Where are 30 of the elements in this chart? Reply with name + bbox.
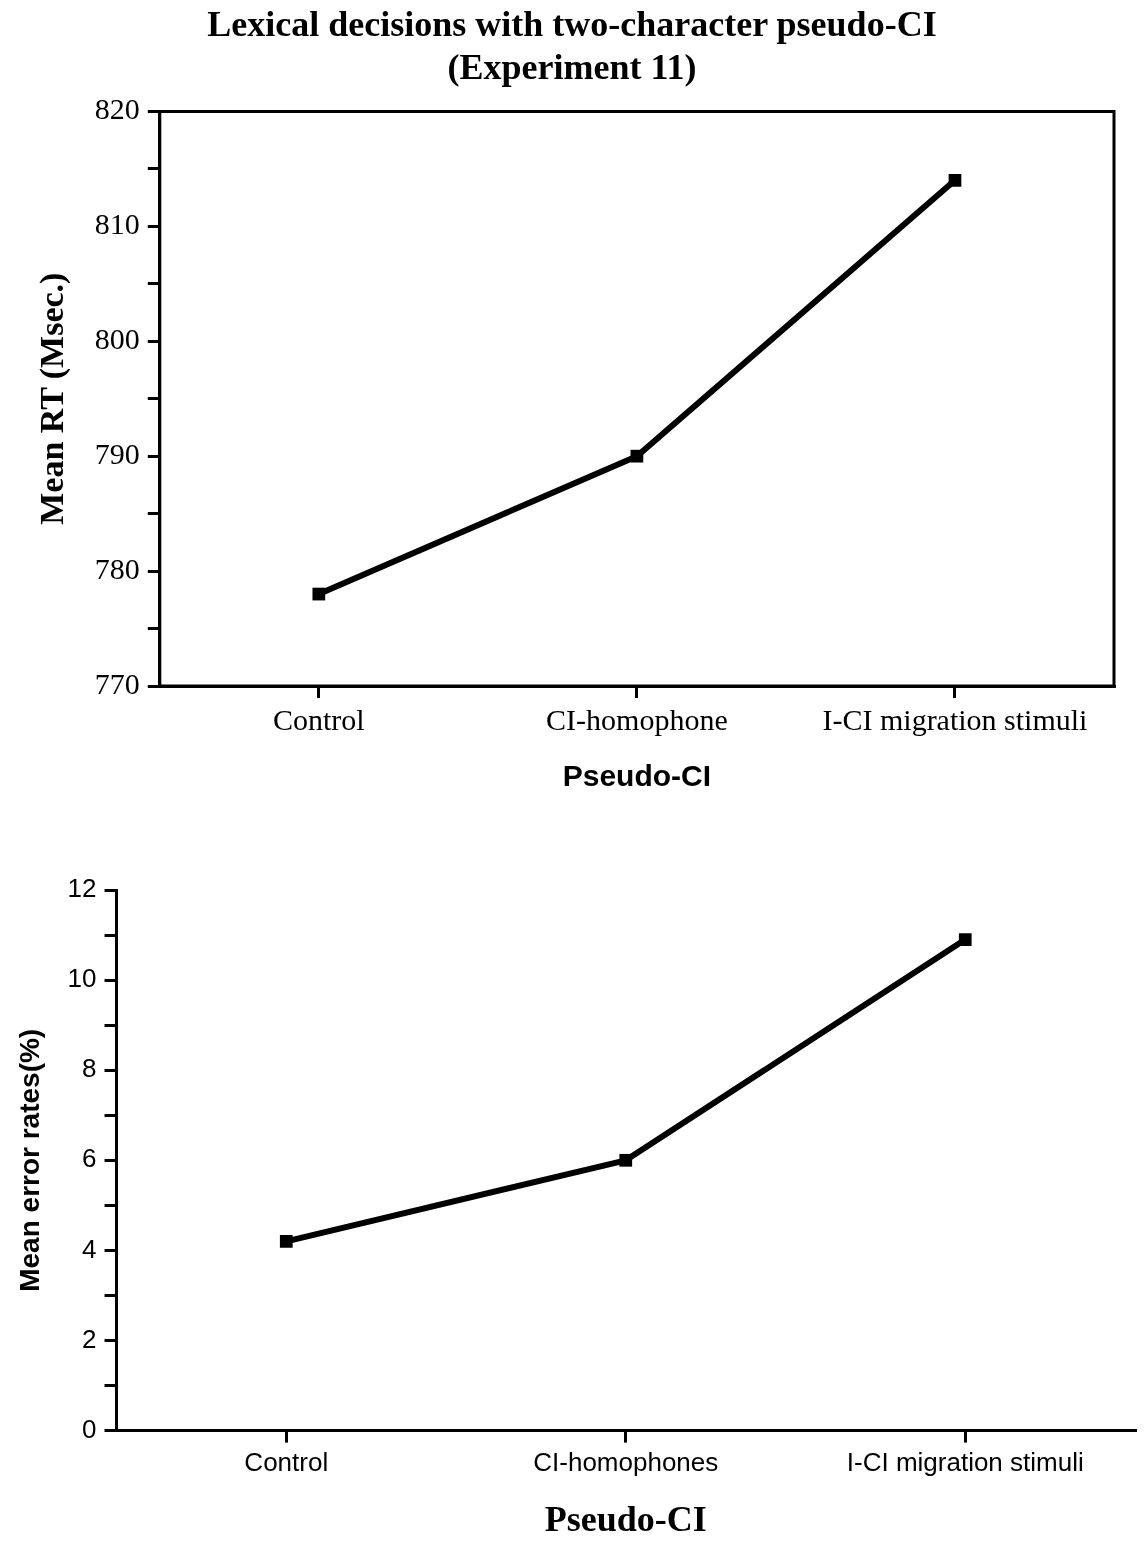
y-tick-label: 780 xyxy=(94,551,140,585)
point xyxy=(948,173,962,187)
x-tick-label: I-CI migration stimuli xyxy=(822,702,1088,736)
point xyxy=(312,587,326,601)
x-axis-title: Pseudo-CI xyxy=(562,759,712,793)
x-tick-label: CI-homophone xyxy=(546,702,728,736)
y-tick-label: 8 xyxy=(82,1053,97,1084)
x-axis-title: Pseudo-CI xyxy=(544,1498,707,1539)
point xyxy=(630,449,644,463)
chart-title: Lexical decisions with two-character pseudo-CI (Experiment 11) xyxy=(207,3,937,88)
y-tick-label: 12 xyxy=(67,873,97,904)
y-tick-label: 790 xyxy=(94,437,140,471)
point xyxy=(279,1235,293,1248)
y-tick-label: 6 xyxy=(82,1143,97,1174)
point xyxy=(619,1153,633,1167)
y-tick-label: 810 xyxy=(94,207,140,241)
y-tick-label: 800 xyxy=(94,322,140,356)
x-tick-label: Control xyxy=(273,702,365,736)
y-axis-title: Mean error rates(%) xyxy=(13,1028,45,1292)
x-tick-label: CI-homophones xyxy=(533,1447,719,1478)
y-tick-label: 2 xyxy=(82,1323,97,1354)
y-tick-label: 10 xyxy=(67,963,97,994)
y-axis-title: Mean RT (Msec.) xyxy=(33,272,72,525)
y-tick-label: 820 xyxy=(94,92,140,126)
y-tick-label: 4 xyxy=(82,1233,97,1264)
point xyxy=(958,933,972,946)
x-tick-label: Control xyxy=(244,1447,329,1478)
x-tick-label: I-CI migration stimuli xyxy=(846,1447,1084,1478)
y-tick-label: 770 xyxy=(94,666,140,700)
y-tick-label: 0 xyxy=(82,1413,97,1444)
